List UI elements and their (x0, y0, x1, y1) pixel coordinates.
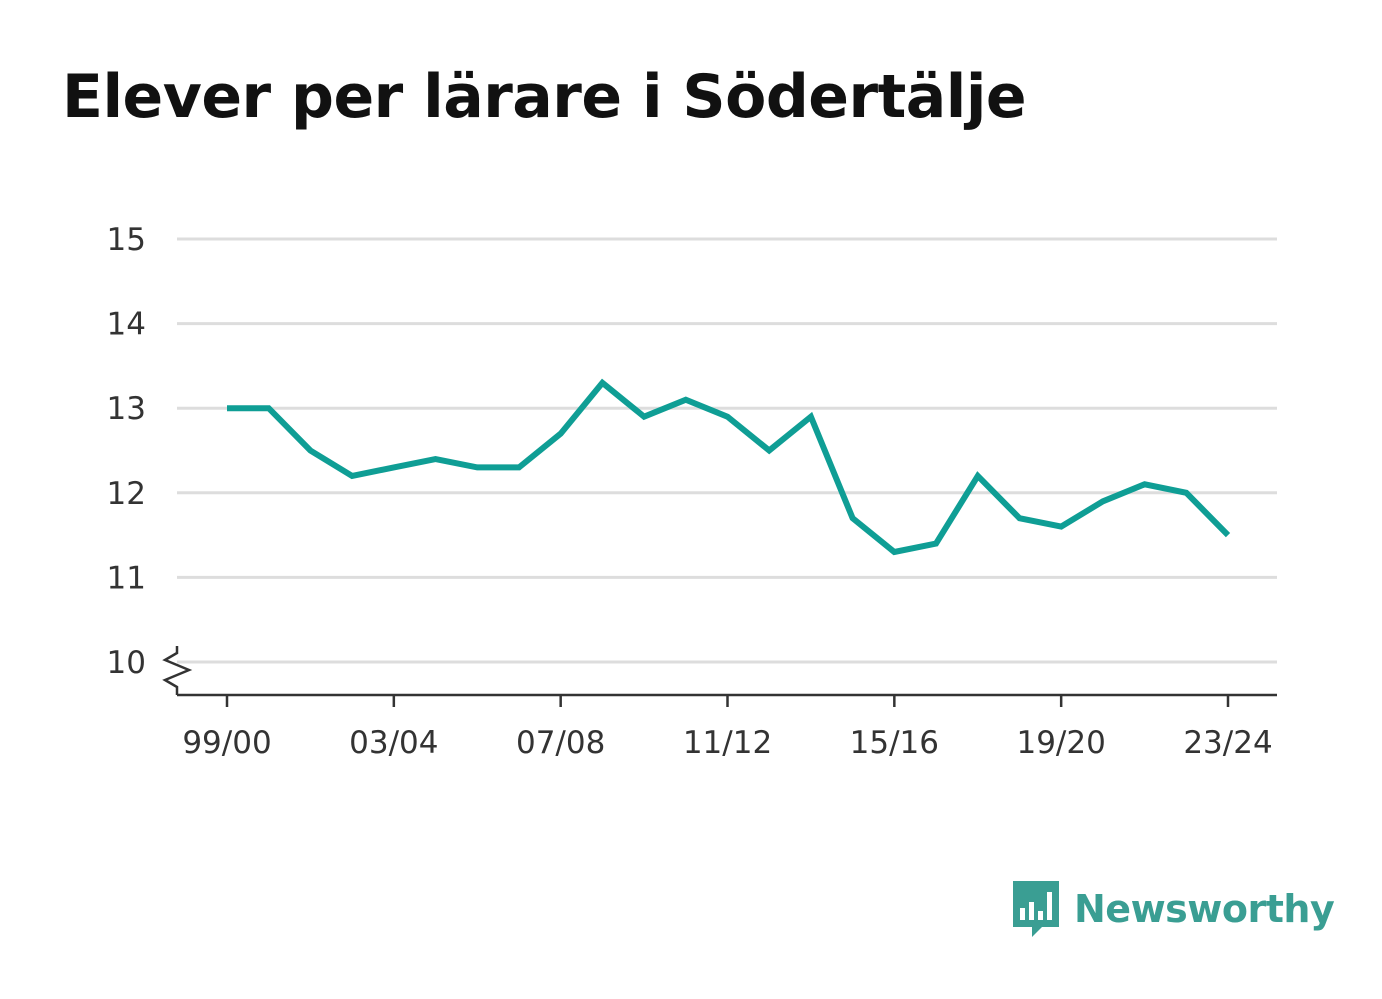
x-axis (162, 646, 1277, 697)
brand-name: Newsworthy (1074, 887, 1335, 931)
x-tick-label: 07/08 (516, 725, 605, 761)
brand-logo: Newsworthy (1010, 878, 1335, 940)
y-tick-label: 12 (107, 476, 146, 512)
y-axis-break (162, 646, 193, 695)
x-tick-label: 23/24 (1183, 725, 1272, 761)
y-tick-label: 14 (107, 307, 146, 343)
series-line (227, 378, 1231, 556)
x-tick-label: 15/16 (850, 725, 939, 761)
y-tick-label: 15 (107, 222, 146, 258)
gridlines (177, 237, 1277, 664)
x-tick-label: 99/00 (182, 725, 271, 761)
y-tick-label: 11 (107, 560, 146, 596)
x-tick-label: 03/04 (349, 725, 438, 761)
y-tick-label: 10 (107, 645, 146, 681)
x-axis-ticks: 99/00 03/04 07/08 11/12 15/16 19/20 23/24 (182, 695, 1273, 761)
y-axis-ticks: 10 11 12 13 14 15 (107, 222, 146, 681)
y-tick-label: 13 (107, 391, 146, 427)
x-tick-label: 11/12 (683, 725, 772, 761)
x-tick-label: 19/20 (1016, 725, 1105, 761)
page-title: Elever per lärare i Södertälje (62, 62, 1027, 132)
bar-chart-speech-bubble-icon (1013, 881, 1059, 937)
series-lines (227, 378, 1231, 556)
